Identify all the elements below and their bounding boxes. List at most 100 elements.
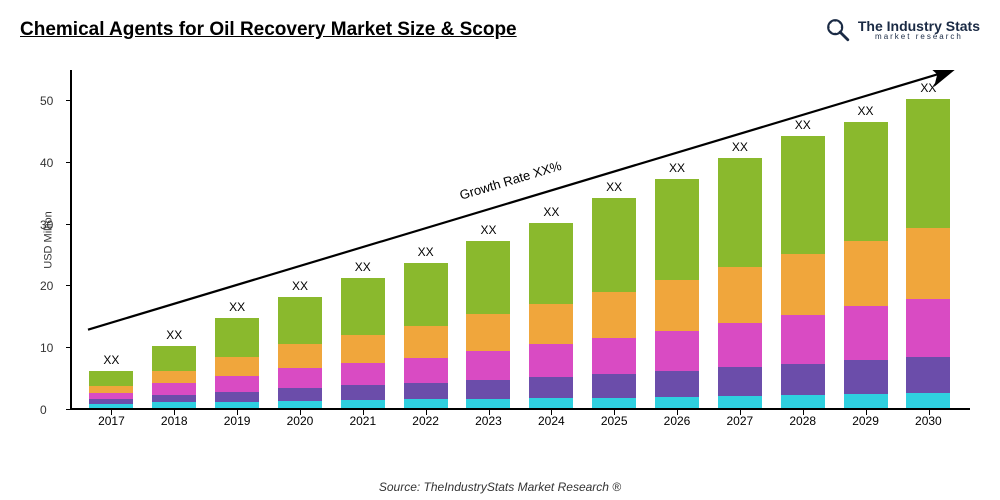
bar-group: XX [592, 198, 636, 408]
x-tick-mark [803, 410, 804, 415]
bar-group: XX [844, 122, 888, 408]
bar-top-label: XX [920, 81, 936, 95]
x-category-label: 2022 [404, 414, 448, 428]
bar-segment [844, 241, 888, 307]
bar-segment [655, 179, 699, 280]
bar-segment [718, 267, 762, 323]
bar-segment [152, 383, 196, 395]
x-category-label: 2025 [592, 414, 636, 428]
bar-segment [529, 344, 573, 377]
bar-top-label: XX [166, 328, 182, 342]
bar-segment [655, 397, 699, 408]
bar-segment [781, 364, 825, 395]
bar-segment [781, 254, 825, 315]
logo-text: The Industry Stats market research [858, 19, 980, 41]
bar-segment [404, 383, 448, 400]
bar-segment [215, 318, 259, 357]
bar-segment [215, 376, 259, 392]
x-tick-mark [551, 410, 552, 415]
bar-segment [404, 358, 448, 383]
y-tick-label: 40 [40, 156, 53, 170]
bar-segment [781, 136, 825, 254]
y-tick-label: 30 [40, 218, 53, 232]
bar-group: XX [341, 278, 385, 408]
bar-segment [592, 198, 636, 292]
x-category-label: 2029 [844, 414, 888, 428]
bar-segment [844, 122, 888, 240]
bar-segment [89, 386, 133, 393]
x-tick-mark [426, 410, 427, 415]
bar-top-label: XX [669, 161, 685, 175]
bar-group: XX [215, 318, 259, 408]
bar-segment [466, 380, 510, 399]
x-tick-mark [866, 410, 867, 415]
x-category-label: 2017 [89, 414, 133, 428]
bar-segment [906, 228, 950, 299]
bar-segment [592, 338, 636, 374]
bar-group: XX [89, 371, 133, 408]
x-tick-mark [677, 410, 678, 415]
gear-magnifier-icon [824, 16, 852, 44]
bar-segment [844, 394, 888, 408]
bar-segment [466, 351, 510, 380]
x-tick-mark [614, 410, 615, 415]
bar-top-label: XX [858, 104, 874, 118]
bar-segment [404, 399, 448, 408]
bar-segment [341, 278, 385, 335]
bar-segment [655, 371, 699, 397]
x-category-label: 2020 [278, 414, 322, 428]
bar-segment [906, 299, 950, 358]
bar-segment [529, 304, 573, 345]
x-category-label: 2024 [529, 414, 573, 428]
logo-sub-text: market research [858, 33, 980, 41]
x-tick-mark [740, 410, 741, 415]
x-tick-mark [929, 410, 930, 415]
x-category-label: 2028 [781, 414, 825, 428]
bar-segment [278, 388, 322, 400]
bar-segment [341, 385, 385, 400]
bar-segment [529, 223, 573, 304]
bar-segment [592, 292, 636, 338]
bar-top-label: XX [480, 223, 496, 237]
x-tick-mark [489, 410, 490, 415]
bar-segment [592, 374, 636, 397]
bar-segment [89, 404, 133, 408]
bar-top-label: XX [795, 118, 811, 132]
bar-segment [529, 398, 573, 408]
bar-segment [529, 377, 573, 398]
bar-segment [906, 393, 950, 408]
y-tick-label: 20 [40, 279, 53, 293]
bar-segment [89, 371, 133, 386]
bar-segment [781, 395, 825, 408]
y-tick-mark [66, 409, 70, 410]
bar-group: XX [718, 158, 762, 408]
bar-segment [215, 392, 259, 402]
page-title: Chemical Agents for Oil Recovery Market … [20, 19, 517, 41]
bars-container: XXXXXXXXXXXXXXXXXXXXXXXXXXXX [70, 70, 970, 408]
bar-segment [152, 371, 196, 383]
x-tick-mark [363, 410, 364, 415]
bar-segment [278, 297, 322, 345]
bar-group: XX [466, 241, 510, 408]
y-tick-label: 10 [40, 341, 53, 355]
bar-segment [278, 344, 322, 367]
bar-group: XX [529, 223, 573, 408]
y-tick-label: 0 [40, 403, 47, 417]
logo-main-text: The Industry Stats [858, 19, 980, 33]
bar-segment [781, 315, 825, 364]
plot: USD Million 01020304050 XXXXXXXXXXXXXXXX… [70, 70, 970, 410]
bar-segment [718, 158, 762, 267]
bar-segment [152, 402, 196, 408]
x-tick-mark [111, 410, 112, 415]
bar-segment [341, 335, 385, 363]
bar-top-label: XX [606, 180, 622, 194]
bar-segment [215, 402, 259, 408]
x-category-label: 2023 [466, 414, 510, 428]
x-labels: 2017201820192020202120222023202420252026… [70, 414, 970, 428]
bar-segment [341, 400, 385, 408]
x-category-label: 2021 [341, 414, 385, 428]
bar-segment [278, 401, 322, 408]
bar-group: XX [655, 179, 699, 408]
source-attribution: Source: TheIndustryStats Market Research… [379, 480, 621, 494]
bar-segment [404, 263, 448, 326]
